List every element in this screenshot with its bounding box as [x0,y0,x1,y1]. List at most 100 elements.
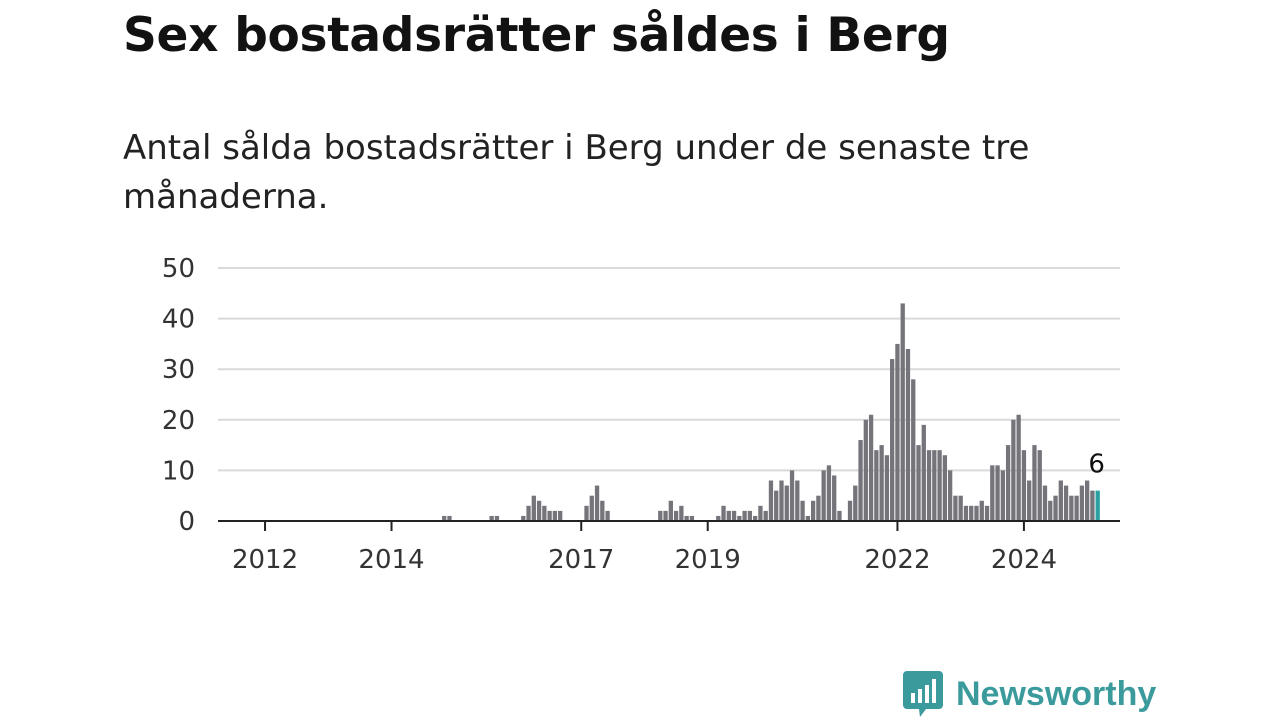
bar [594,485,600,521]
bar [716,515,721,521]
bar [673,510,679,521]
bar [600,500,605,521]
bar [837,510,842,521]
bar [979,500,984,521]
y-tick-label: 30 [162,355,195,385]
bar [552,510,558,521]
bar [847,500,853,521]
x-tick-label: 2019 [675,545,741,575]
bar [731,510,737,521]
bar [947,470,953,521]
bar [942,455,948,521]
bar [442,515,447,521]
bar [900,303,905,521]
bar [1021,450,1027,521]
bar [1032,445,1037,521]
bar [526,505,531,521]
y-tick-label: 50 [162,254,195,284]
bar [689,515,695,521]
bar [1011,419,1016,521]
chart-subtitle: Antal sålda bostadsrätter i Berg under d… [123,128,1030,217]
bar [784,485,789,521]
bar [816,495,821,521]
bar [1016,414,1021,521]
bar [1058,480,1063,521]
bar [911,379,916,521]
bars [442,303,1100,521]
bar [774,490,779,521]
bar [589,495,594,521]
bar [447,515,452,521]
y-axis-ticks: 0 10 20 30 40 50 [162,254,195,537]
bar [884,455,890,521]
x-tick-label: 2024 [991,545,1057,575]
bar [879,445,884,521]
bar [658,510,663,521]
newsworthy-logo: Newsworthy [902,668,1156,720]
bar [584,505,589,521]
bar [1053,495,1058,521]
y-tick-label: 40 [162,305,195,335]
bar [916,445,921,521]
bar [1042,485,1048,521]
bar [521,515,526,521]
bar [779,480,784,521]
bar [789,470,795,521]
bar [1074,495,1079,521]
x-tick-label: 2017 [548,545,614,575]
bar [963,505,969,521]
bar [1005,445,1011,521]
latest-value-label: 6 [1088,450,1105,480]
bar [890,359,895,521]
bar [1037,450,1042,521]
bar [1085,480,1090,521]
bar [810,500,816,521]
bar [874,450,879,521]
bar [768,480,774,521]
chart-title: Sex bostadsrätter såldes i Berg [123,8,950,63]
bar [547,510,552,521]
brand-name: Newsworthy [956,674,1157,713]
bar [958,495,963,521]
bar [763,510,768,521]
bar [737,515,742,521]
bar [868,414,874,521]
x-axis-ticks: 2012 2014 2017 2019 2022 2024 [232,521,1057,575]
bar [747,510,753,521]
grid-lines [218,267,1120,472]
bar [932,450,937,521]
bar [1079,485,1085,521]
bar-latest [1095,490,1100,521]
x-tick-label: 2012 [232,545,298,575]
bar [984,505,990,521]
y-tick-label: 0 [178,507,195,537]
bar [1027,480,1032,521]
bar [863,419,868,521]
bar [1069,495,1074,521]
bar [758,505,763,521]
bar [805,515,810,521]
bar [795,480,800,521]
bar [742,510,747,521]
bar [531,495,536,521]
bar [536,500,542,521]
bar [1063,485,1069,521]
bar [858,440,863,521]
bar [832,475,837,521]
bar [953,495,958,521]
bar [1000,470,1005,521]
bar [668,500,673,521]
bar [853,485,858,521]
bar-chart: 0 10 20 30 40 50 2012 2014 2017 2019 2022 2024 6 [162,254,1120,575]
y-tick-label: 20 [162,406,195,436]
bar [721,505,726,521]
bar [753,515,758,521]
bar [926,450,932,521]
bar [679,505,684,521]
bar [489,515,494,521]
bar [990,465,995,521]
x-tick-label: 2014 [358,545,424,575]
bar [605,510,610,521]
bar [558,510,563,521]
bar [494,515,500,521]
